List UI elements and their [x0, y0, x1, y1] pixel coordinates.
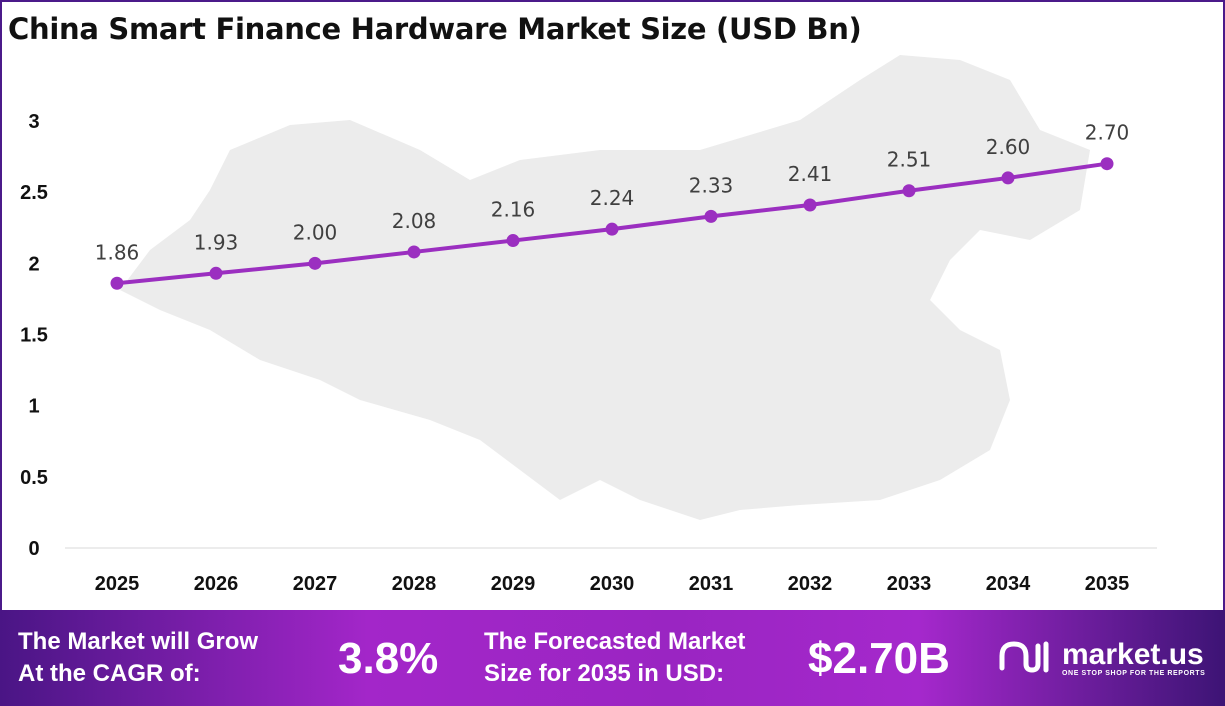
data-label: 2.51 [887, 148, 932, 172]
x-tick-label: 2025 [95, 573, 140, 595]
data-point [902, 184, 916, 198]
brand-tagline: ONE STOP SHOP FOR THE REPORTS [1062, 669, 1206, 677]
cagr-label-line2: At the CAGR of: [18, 660, 201, 687]
x-tick-label: 2032 [788, 573, 833, 595]
data-point [605, 222, 619, 236]
data-point [704, 209, 718, 223]
x-tick-label: 2028 [392, 573, 437, 595]
data-label: 2.08 [392, 209, 437, 233]
cagr-label-line1: The Market will Grow [18, 628, 259, 655]
forecast-label: The Forecasted Market Size for 2035 in U… [484, 626, 745, 690]
y-tick-label: 1.5 [20, 325, 48, 347]
data-point [506, 234, 520, 248]
chart-title: China Smart Finance Hardware Market Size… [8, 12, 862, 46]
data-label: 2.70 [1085, 121, 1130, 145]
footer-banner: The Market will Grow At the CAGR of: 3.8… [0, 610, 1225, 706]
forecast-label-line1: The Forecasted Market [484, 628, 746, 655]
cagr-value: 3.8% [338, 634, 439, 683]
data-label: 2.60 [986, 135, 1031, 159]
x-tick-label: 2035 [1085, 573, 1130, 595]
china-map-silhouette [120, 55, 1090, 520]
data-label: 2.41 [788, 162, 833, 186]
forecast-value: $2.70B [808, 634, 950, 683]
y-tick-label: 0 [28, 538, 39, 560]
y-tick-label: 1 [28, 396, 39, 418]
y-tick-label: 0.5 [20, 467, 48, 489]
x-tick-label: 2034 [986, 573, 1031, 595]
brand-logo: market.us ONE STOP SHOP FOR THE REPORTS [998, 638, 1205, 678]
x-tick-label: 2031 [689, 573, 734, 595]
x-tick-label: 2033 [887, 573, 932, 595]
data-point [110, 276, 124, 290]
data-label: 2.00 [293, 220, 338, 244]
data-point [803, 198, 817, 212]
data-point [1001, 171, 1015, 185]
y-tick-label: 2 [28, 253, 39, 275]
data-point [308, 256, 322, 270]
data-label: 1.86 [95, 240, 140, 264]
line-chart: 0 0.5 1 1.5 2 2.5 3 2025 2026 2027 2028 2029 2030 20… [20, 55, 1157, 595]
x-tick-label: 2026 [194, 573, 239, 595]
data-point [1100, 157, 1114, 171]
data-label: 1.93 [194, 230, 239, 254]
data-label: 2.16 [491, 198, 536, 222]
forecast-label-line2: Size for 2035 in USD: [484, 660, 725, 687]
x-tick-label: 2030 [590, 573, 635, 595]
data-point [209, 266, 223, 280]
x-tick-label: 2029 [491, 573, 536, 595]
market-us-logo-icon [999, 641, 1049, 673]
x-tick-label: 2027 [293, 573, 338, 595]
data-point [407, 245, 421, 259]
cagr-label: The Market will Grow At the CAGR of: [18, 626, 258, 690]
y-tick-label: 3 [28, 111, 39, 133]
data-label: 2.24 [590, 186, 635, 210]
brand-name: market.us [1062, 637, 1204, 671]
y-tick-label: 2.5 [20, 182, 48, 204]
data-label: 2.33 [689, 173, 734, 197]
